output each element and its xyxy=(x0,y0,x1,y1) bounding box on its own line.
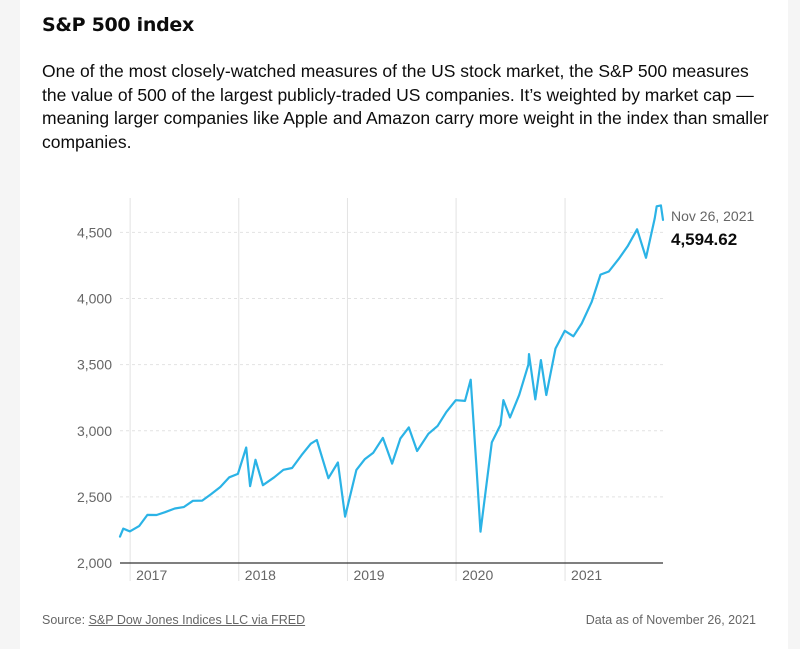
y-tick-label: 2,000 xyxy=(77,555,112,571)
source-prefix: Source: xyxy=(42,613,89,627)
labels: 2,000 2,500 3,000 3,500 4,000 4,500 2017 2018 20… xyxy=(77,208,755,583)
y-tick-label: 4,500 xyxy=(77,224,112,240)
x-tick-label: 2021 xyxy=(571,567,602,583)
chart-title: S&P 500 index xyxy=(42,14,194,36)
chart-description: One of the most closely-watched measures… xyxy=(42,61,769,152)
x-tick-label: 2017 xyxy=(136,567,167,583)
series-layer xyxy=(118,204,665,538)
y-tick-label: 4,000 xyxy=(77,291,112,307)
last-date-label: Nov 26, 2021 xyxy=(671,208,754,224)
x-tick-label: 2020 xyxy=(462,567,493,583)
data-as-of: Data as of November 26, 2021 xyxy=(585,613,756,627)
chart-card: S&P 500 index One of the most closely-wa… xyxy=(20,0,788,649)
grid xyxy=(120,198,663,581)
line-chart: 2,000 2,500 3,000 3,500 4,000 4,500 2017 2018 20… xyxy=(77,198,755,583)
last-value-label: 4,594.62 xyxy=(671,230,737,249)
series-line xyxy=(118,204,665,538)
y-tick-label: 3,000 xyxy=(77,423,112,439)
y-tick-label: 2,500 xyxy=(77,489,112,505)
y-tick-label: 3,500 xyxy=(77,357,112,373)
source-link[interactable]: S&P Dow Jones Indices LLC via FRED xyxy=(88,613,306,627)
x-tick-label: 2018 xyxy=(245,567,276,583)
x-tick-label: 2019 xyxy=(353,567,384,583)
source-note: Source: S&P Dow Jones Indices LLC via FR… xyxy=(42,613,305,627)
